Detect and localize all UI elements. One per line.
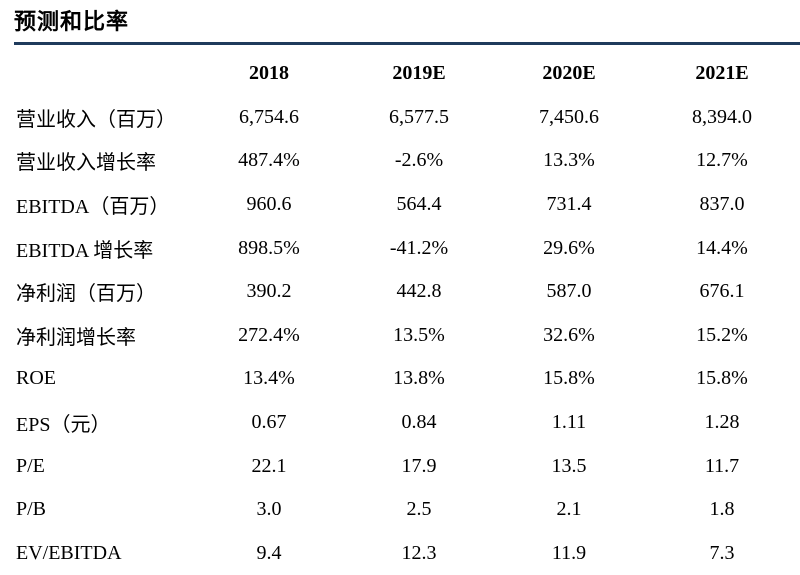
table-cell: 6,577.5 bbox=[389, 105, 449, 128]
header-cell-label bbox=[14, 52, 194, 96]
table-cell: 837.0 bbox=[699, 193, 745, 216]
row-label: EBITDA（百万） bbox=[16, 196, 170, 219]
table-cell: 9.4 bbox=[256, 541, 282, 564]
row-label: 净利润（百万） bbox=[16, 283, 156, 306]
table-cell: 0.67 bbox=[251, 411, 287, 434]
table-cell: 15.8% bbox=[696, 367, 748, 390]
table-cell: 898.5% bbox=[238, 236, 300, 259]
table-cell: -2.6% bbox=[394, 149, 444, 172]
table-cell: 11.7 bbox=[704, 454, 740, 477]
header-cell-2019e: 2019E bbox=[392, 62, 446, 85]
table-cell: 2.5 bbox=[406, 498, 432, 521]
page-title: 预测和比率 bbox=[14, 10, 130, 35]
header-cell-2020e: 2020E bbox=[542, 62, 596, 85]
header-cell-2021e: 2021E bbox=[695, 62, 749, 85]
table-cell: 13.5% bbox=[393, 323, 445, 346]
row-label: 净利润增长率 bbox=[16, 326, 136, 349]
table-cell: 11.9 bbox=[551, 541, 587, 564]
table-cell: 587.0 bbox=[546, 280, 592, 303]
table-row: 净利润（百万） 390.2 442.8 587.0 676.1 bbox=[14, 270, 800, 314]
header-row: 2018 2019E 2020E 2021E bbox=[14, 52, 800, 96]
table-row: EV/EBITDA 9.4 12.3 11.9 7.3 bbox=[14, 532, 800, 575]
row-label: P/E bbox=[16, 454, 45, 477]
row-label: 营业收入增长率 bbox=[16, 152, 156, 175]
table-cell: -41.2% bbox=[389, 236, 449, 259]
table-row: 净利润增长率 272.4% 13.5% 32.6% 15.2% bbox=[14, 314, 800, 358]
table-cell: 13.4% bbox=[243, 367, 295, 390]
row-label: ROE bbox=[16, 367, 56, 390]
table-cell: 676.1 bbox=[699, 280, 745, 303]
table-row: 营业收入（百万） 6,754.6 6,577.5 7,450.6 8,394.0 bbox=[14, 96, 800, 140]
table-cell: 1.28 bbox=[704, 411, 740, 434]
title-divider bbox=[14, 42, 800, 45]
table-row: EBITDA（百万） 960.6 564.4 731.4 837.0 bbox=[14, 183, 800, 227]
table-cell: 390.2 bbox=[246, 280, 292, 303]
header-cell-2018: 2018 bbox=[249, 62, 289, 85]
table-cell: 17.9 bbox=[401, 454, 437, 477]
table-cell: 6,754.6 bbox=[239, 105, 299, 128]
row-label: EV/EBITDA bbox=[16, 541, 122, 564]
table-cell: 13.3% bbox=[543, 149, 595, 172]
table-cell: 442.8 bbox=[396, 280, 442, 303]
table-cell: 564.4 bbox=[396, 193, 442, 216]
table-cell: 0.84 bbox=[401, 411, 437, 434]
table-cell: 731.4 bbox=[546, 193, 592, 216]
forecast-ratio-table: 2018 2019E 2020E 2021E 营业收入（百万） 6,754.6 … bbox=[14, 52, 800, 575]
table-row: 营业收入增长率 487.4% -2.6% 13.3% 12.7% bbox=[14, 139, 800, 183]
table-cell: 3.0 bbox=[256, 498, 282, 521]
table-cell: 12.7% bbox=[696, 149, 748, 172]
table-cell: 960.6 bbox=[246, 193, 292, 216]
row-label: EPS（元） bbox=[16, 414, 111, 437]
table-cell: 2.1 bbox=[556, 498, 582, 521]
table-cell: 7,450.6 bbox=[539, 105, 599, 128]
table-row: P/E 22.1 17.9 13.5 11.7 bbox=[14, 444, 800, 488]
table-cell: 487.4% bbox=[238, 149, 300, 172]
table-cell: 15.2% bbox=[696, 323, 748, 346]
table-cell: 1.8 bbox=[709, 498, 735, 521]
table-cell: 32.6% bbox=[543, 323, 595, 346]
table-cell: 13.5 bbox=[551, 454, 587, 477]
table-cell: 7.3 bbox=[709, 541, 735, 564]
table-row: P/B 3.0 2.5 2.1 1.8 bbox=[14, 488, 800, 532]
row-label: P/B bbox=[16, 498, 47, 521]
table-cell: 22.1 bbox=[251, 454, 287, 477]
table-row: EBITDA 增长率 898.5% -41.2% 29.6% 14.4% bbox=[14, 226, 800, 270]
table-cell: 12.3 bbox=[401, 541, 437, 564]
table-cell: 15.8% bbox=[543, 367, 595, 390]
table-cell: 1.11 bbox=[551, 411, 587, 434]
table-cell: 13.8% bbox=[393, 367, 445, 390]
table-row: ROE 13.4% 13.8% 15.8% 15.8% bbox=[14, 357, 800, 401]
table-cell: 29.6% bbox=[543, 236, 595, 259]
table-cell: 14.4% bbox=[696, 236, 748, 259]
row-label: EBITDA 增长率 bbox=[16, 239, 154, 262]
row-label: 营业收入（百万） bbox=[16, 108, 176, 131]
table-cell: 8,394.0 bbox=[692, 105, 752, 128]
table-cell: 272.4% bbox=[238, 323, 300, 346]
table-row: EPS（元） 0.67 0.84 1.11 1.28 bbox=[14, 401, 800, 445]
